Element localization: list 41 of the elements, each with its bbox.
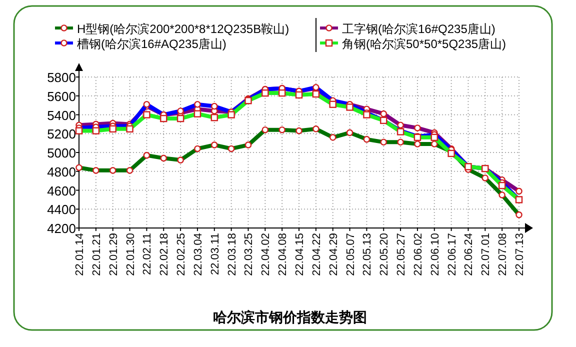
y-tick-label: 5200 xyxy=(47,126,76,142)
x-tick-label: 22.06.02 xyxy=(412,233,424,276)
y-tick-label: 4800 xyxy=(47,164,76,180)
x-tick-label: 22.04.15 xyxy=(294,233,306,276)
text: 哈尔滨市钢价指数走势图 xyxy=(213,309,367,325)
legend-label: 槽钢(哈尔滨16#AQ235唐山) xyxy=(77,37,226,51)
y-tick-label: 5600 xyxy=(47,88,76,104)
x-tick-label: 22.03.18 xyxy=(226,233,238,276)
legend-label: 工字钢(哈尔滨16#Q235唐山) xyxy=(342,22,496,36)
legend-label: 角钢(哈尔滨50*50*5Q235唐山) xyxy=(342,37,506,51)
legend-label: H型钢(哈尔滨200*200*8*12Q235B鞍山) xyxy=(77,22,290,36)
x-tick-label: 22.01.21 xyxy=(90,233,103,276)
x-tick-label: 22.06.17 xyxy=(446,233,458,276)
x-tick-label: 22.06.10 xyxy=(429,233,442,276)
y-tick-label: 4400 xyxy=(47,202,76,218)
x-tick-label: 22.07.08 xyxy=(497,233,510,276)
x-tick-label: 22.05.27 xyxy=(396,233,408,276)
x-tick-label: 22.07.13 xyxy=(514,233,526,276)
x-tick-label: 22.03.25 xyxy=(243,233,256,276)
x-tick-label: 22.04.08 xyxy=(277,233,290,276)
y-tick-label: 4600 xyxy=(47,183,76,198)
x-tick-label: 22.02.25 xyxy=(176,233,188,276)
x-tick-label: 22.02.11 xyxy=(142,233,154,276)
x-tick-label: 22.01.29 xyxy=(108,233,120,276)
x-tick-label: 22.05.13 xyxy=(362,233,374,276)
x-tick-label: 22.01.14 xyxy=(74,233,86,276)
x-tick-label: 22.05.20 xyxy=(378,233,391,276)
x-tick-label: 22.03.11 xyxy=(209,233,222,276)
x-tick-label: 22.06.24 xyxy=(463,233,476,276)
x-tick-label: 22.04.22 xyxy=(310,233,323,276)
x-tick-label: 22.05.07 xyxy=(344,233,357,276)
y-tick-label: 4200 xyxy=(47,221,76,236)
x-tick-label: 22.03.04 xyxy=(192,233,204,276)
x-tick-label: 22.04.02 xyxy=(260,233,272,276)
y-tick-label: 5400 xyxy=(47,108,76,123)
x-tick-label: 22.04.29 xyxy=(328,233,340,276)
y-tick-label: 5000 xyxy=(47,146,76,160)
x-tick-label: 22.02.18 xyxy=(158,233,171,276)
y-tick-label: 5800 xyxy=(47,70,76,85)
x-tick-label: 22.01.30 xyxy=(124,233,137,276)
x-tick-label: 22.07.01 xyxy=(480,233,492,276)
